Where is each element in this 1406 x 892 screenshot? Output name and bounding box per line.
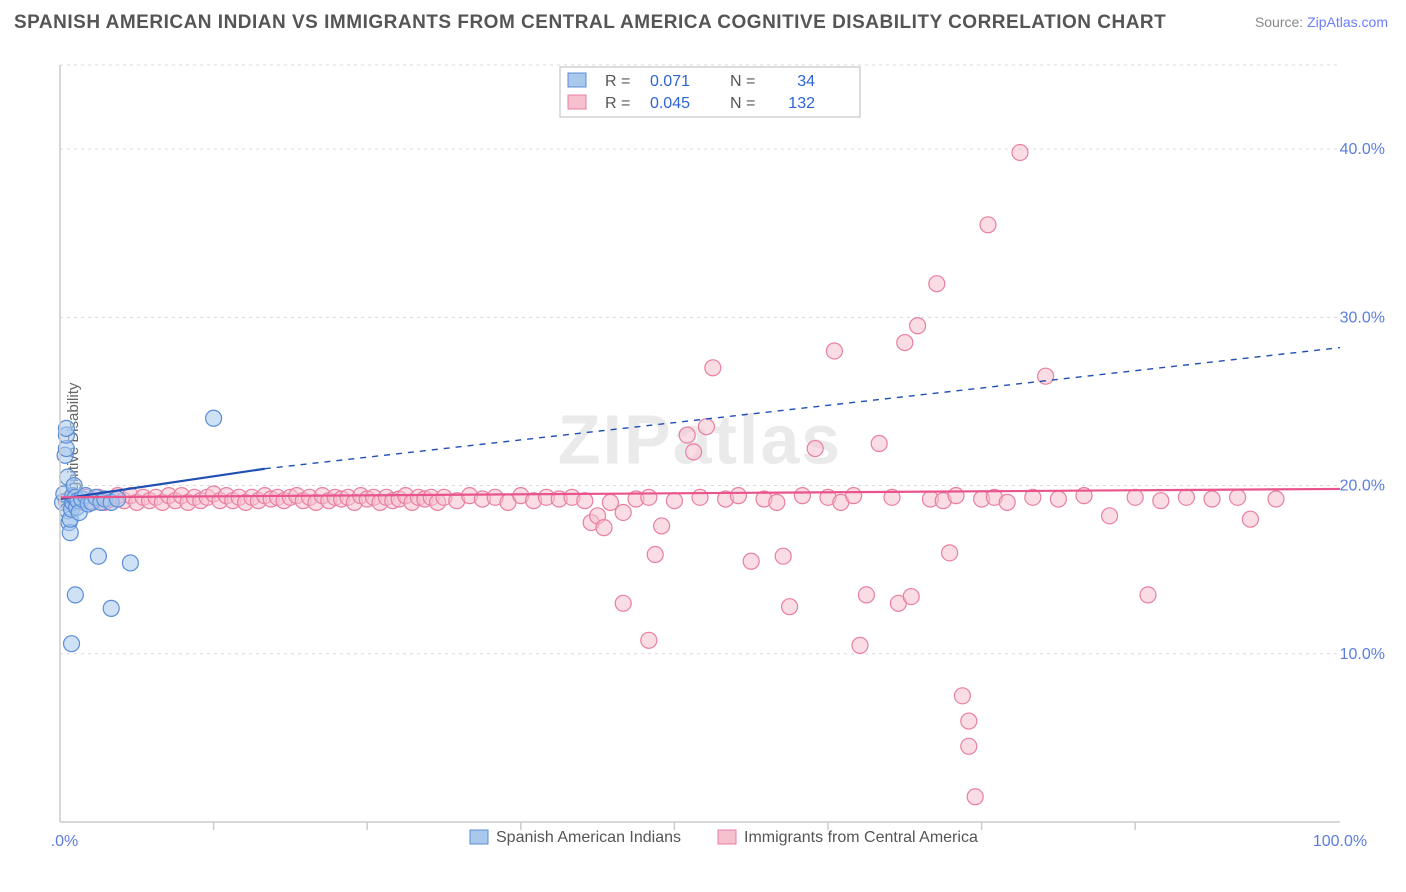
scatter-point-series-b xyxy=(807,441,823,457)
legend-swatch xyxy=(718,830,736,844)
scatter-point-series-b xyxy=(794,488,810,504)
y-tick-label: 30.0% xyxy=(1340,309,1385,326)
scatter-point-series-b xyxy=(1140,587,1156,603)
scatter-point-series-b xyxy=(954,688,970,704)
source-link[interactable]: ZipAtlas.com xyxy=(1307,14,1388,30)
scatter-point-series-b xyxy=(698,419,714,435)
scatter-point-series-b xyxy=(1242,511,1258,527)
scatter-point-series-b xyxy=(596,520,612,536)
source-label: Source: ZipAtlas.com xyxy=(1255,14,1388,30)
legend-series-label: Immigrants from Central America xyxy=(744,829,978,846)
scatter-point-series-b xyxy=(1102,508,1118,524)
scatter-point-series-a xyxy=(90,548,106,564)
scatter-point-series-b xyxy=(782,599,798,615)
scatter-point-series-b xyxy=(846,488,862,504)
scatter-point-series-b xyxy=(705,360,721,376)
scatter-point-series-b xyxy=(826,343,842,359)
legend-swatch xyxy=(568,95,586,109)
watermark: ZIPatlas xyxy=(558,401,842,479)
legend-swatch xyxy=(470,830,488,844)
scatter-point-series-b xyxy=(858,587,874,603)
scatter-point-series-b xyxy=(730,488,746,504)
scatter-point-series-a xyxy=(58,420,74,436)
scatter-point-series-b xyxy=(1127,489,1143,505)
legend-n-value: 132 xyxy=(788,95,815,112)
chart-title: SPANISH AMERICAN INDIAN VS IMMIGRANTS FR… xyxy=(14,12,1166,34)
scatter-chart-svg: 10.0% 20.0% 30.0% 40.0% ZIPatlas 0.0% 100.0% R … xyxy=(50,55,1390,852)
scatter-point-series-b xyxy=(679,427,695,443)
chart-area: 10.0% 20.0% 30.0% 40.0% ZIPatlas 0.0% 100.0% R … xyxy=(50,55,1390,852)
legend-r-label: R = xyxy=(605,95,630,112)
scatter-point-series-b xyxy=(743,553,759,569)
legend-r-value: 0.045 xyxy=(650,95,690,112)
scatter-point-series-b xyxy=(1178,489,1194,505)
scatter-point-series-a xyxy=(67,587,83,603)
scatter-point-series-b xyxy=(980,217,996,233)
scatter-point-series-b xyxy=(769,494,785,510)
scatter-point-series-a xyxy=(122,555,138,571)
scatter-point-series-b xyxy=(910,318,926,334)
x-tick-label: 100.0% xyxy=(1313,833,1367,850)
scatter-point-series-b xyxy=(615,595,631,611)
scatter-point-series-b xyxy=(1268,491,1284,507)
legend-swatch xyxy=(568,73,586,87)
scatter-point-series-b xyxy=(654,518,670,534)
legend-series: Spanish American Indians Immigrants from … xyxy=(470,829,978,846)
scatter-point-series-b xyxy=(897,335,913,351)
legend-stats: R = 0.071 N = 34 R = 0.045 N = 132 xyxy=(560,67,860,117)
scatter-point-series-b xyxy=(929,276,945,292)
source-prefix: Source: xyxy=(1255,14,1303,30)
scatter-point-series-b xyxy=(775,548,791,564)
scatter-point-series-a xyxy=(64,636,80,652)
scatter-point-series-b xyxy=(577,493,593,509)
scatter-point-series-b xyxy=(961,738,977,754)
y-tick-label: 20.0% xyxy=(1340,478,1385,495)
legend-n-value: 34 xyxy=(797,73,815,90)
legend-series-label: Spanish American Indians xyxy=(496,829,681,846)
scatter-point-series-b xyxy=(1204,491,1220,507)
scatter-point-series-b xyxy=(692,489,708,505)
scatter-point-series-b xyxy=(999,494,1015,510)
scatter-point-series-b xyxy=(641,632,657,648)
scatter-point-series-b xyxy=(1230,489,1246,505)
scatter-point-series-b xyxy=(647,547,663,563)
scatter-point-series-b xyxy=(686,444,702,460)
scatter-point-series-b xyxy=(615,504,631,520)
scatter-point-series-b xyxy=(852,637,868,653)
scatter-point-series-b xyxy=(942,545,958,561)
scatter-point-series-b xyxy=(1012,144,1028,160)
scatter-point-series-b xyxy=(903,589,919,605)
scatter-point-series-b xyxy=(871,436,887,452)
scatter-point-series-a xyxy=(206,410,222,426)
x-tick-label: 0.0% xyxy=(50,833,78,850)
legend-n-label: N = xyxy=(730,73,755,90)
scatter-point-series-b xyxy=(961,713,977,729)
legend-r-value: 0.071 xyxy=(650,73,690,90)
scatter-point-series-b xyxy=(948,488,964,504)
legend-n-label: N = xyxy=(730,95,755,112)
legend-r-label: R = xyxy=(605,73,630,90)
scatter-point-series-b xyxy=(1153,493,1169,509)
scatter-point-series-b xyxy=(641,489,657,505)
scatter-point-series-b xyxy=(1050,491,1066,507)
scatter-point-series-b xyxy=(967,789,983,805)
y-tick-label: 10.0% xyxy=(1340,646,1385,663)
y-tick-label: 40.0% xyxy=(1340,141,1385,158)
scatter-point-series-a xyxy=(110,491,126,507)
scatter-point-series-a xyxy=(103,600,119,616)
scatter-point-series-b xyxy=(666,493,682,509)
